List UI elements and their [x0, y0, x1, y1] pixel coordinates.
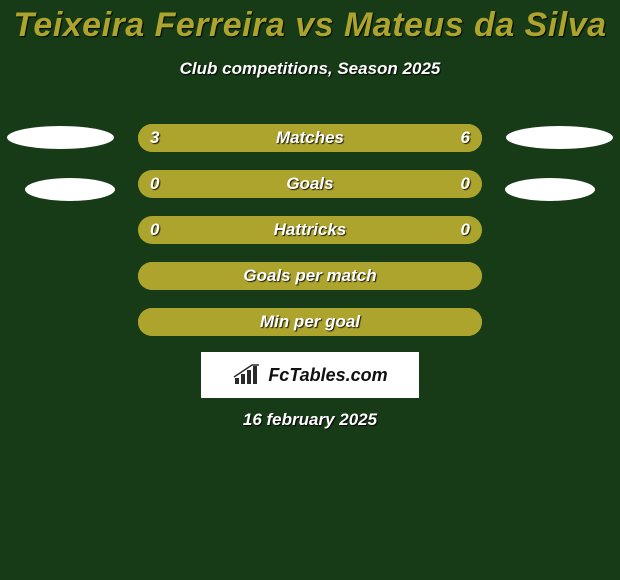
page-title: Teixeira Ferreira vs Mateus da Silva — [0, 0, 620, 45]
stat-label: Hattricks — [138, 216, 482, 244]
stat-row: Min per goal — [0, 308, 620, 336]
stat-row: 00Goals — [0, 170, 620, 198]
bar-chart-icon — [232, 364, 262, 386]
footer-date: 16 february 2025 — [0, 410, 620, 430]
logo-text: FcTables.com — [268, 365, 387, 386]
stat-row: 00Hattricks — [0, 216, 620, 244]
stat-label: Min per goal — [138, 308, 482, 336]
stat-row: 36Matches — [0, 124, 620, 152]
stat-label: Goals per match — [138, 262, 482, 290]
stat-label: Goals — [138, 170, 482, 198]
subtitle: Club competitions, Season 2025 — [0, 59, 620, 79]
stat-row: Goals per match — [0, 262, 620, 290]
stats-rows: 36Matches 00Goals 00Hattricks Goals per mat… — [0, 124, 620, 354]
comparison-infographic: Teixeira Ferreira vs Mateus da Silva Clu… — [0, 0, 620, 580]
stat-label: Matches — [138, 124, 482, 152]
fctables-logo: FcTables.com — [201, 352, 419, 398]
